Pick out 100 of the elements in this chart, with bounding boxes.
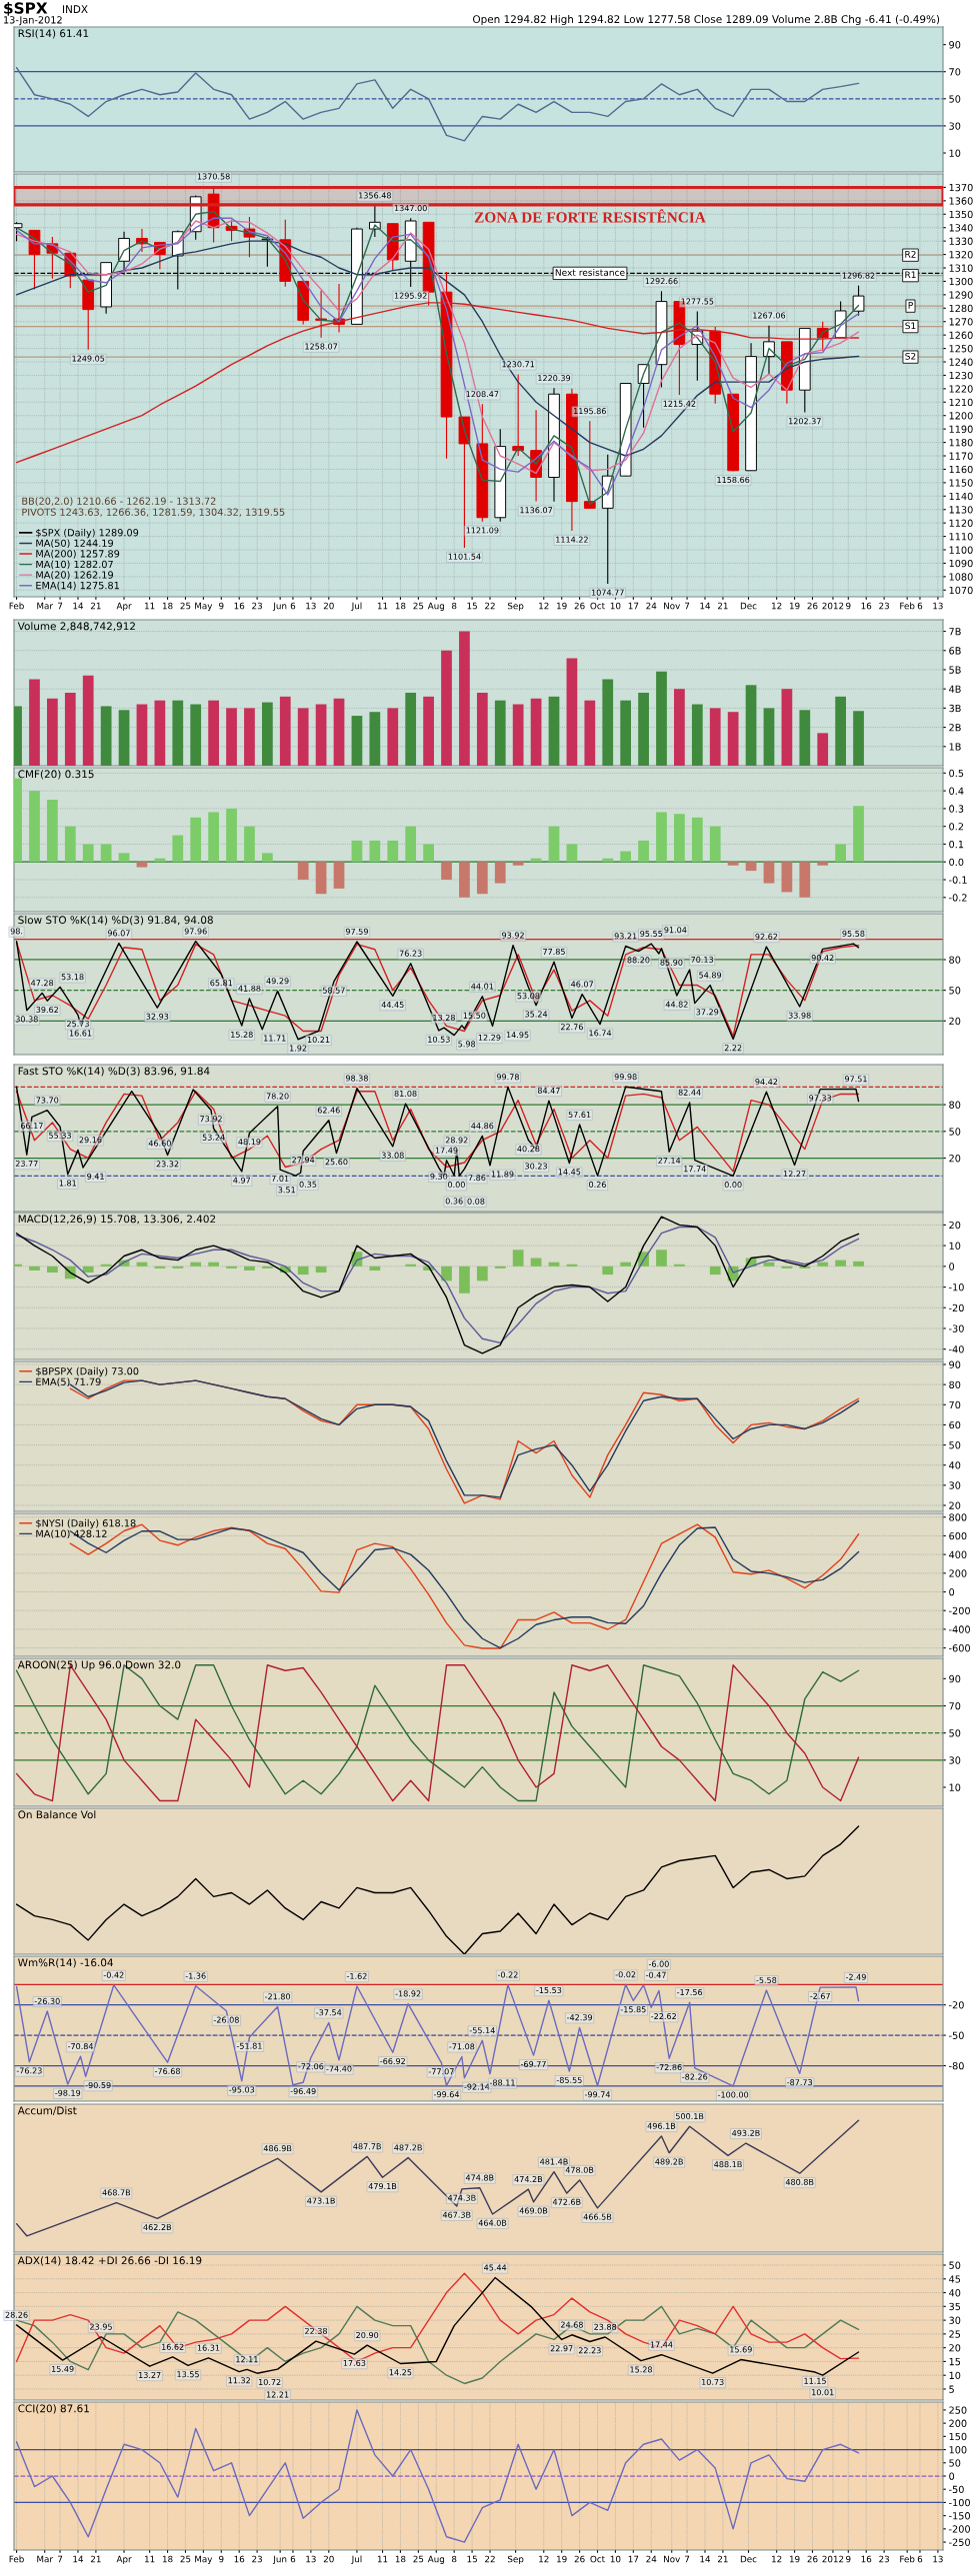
data-label: -22.62 bbox=[651, 2013, 676, 2020]
data-label: 73.70 bbox=[36, 1097, 59, 1104]
x-tick-label: 25 bbox=[180, 602, 191, 610]
data-label: -21.80 bbox=[265, 1993, 291, 2000]
y-tick-label: 30 bbox=[949, 122, 961, 130]
data-label: -88.11 bbox=[489, 2079, 515, 2086]
y-tick-label: 20 bbox=[949, 1501, 961, 1509]
x-tick-label: 13 bbox=[306, 2555, 316, 2563]
annotation: 1202.37 bbox=[789, 418, 821, 425]
data-label: 54.89 bbox=[699, 972, 722, 979]
x-tick-label: 25 bbox=[180, 2555, 191, 2563]
data-label: 464.0B bbox=[478, 2219, 507, 2226]
x-tick-label: Mar bbox=[37, 2555, 53, 2563]
data-label: -70.84 bbox=[67, 2043, 94, 2050]
y-tick-label: 10 bbox=[949, 1242, 961, 1250]
data-label: 17.63 bbox=[343, 2359, 366, 2366]
y-tick-label: 30 bbox=[949, 1756, 961, 1764]
x-tick-label: 21 bbox=[90, 602, 101, 610]
x-tick-label: 6 bbox=[290, 602, 296, 610]
data-label: 487.2B bbox=[394, 2144, 422, 2151]
text: 13-Jan-2012 bbox=[4, 16, 62, 26]
data-label: 93.92 bbox=[502, 932, 524, 939]
y-tick-label: 250 bbox=[949, 2406, 967, 2414]
y-tick-label: 40 bbox=[949, 2289, 961, 2297]
y-tick-label: -250 bbox=[949, 2538, 970, 2546]
x-tick-label: Feb bbox=[900, 602, 915, 610]
x-tick-label: Jul bbox=[351, 602, 362, 611]
data-label: 97.59 bbox=[345, 928, 368, 935]
chart-title: CCI(20) 87.61 bbox=[18, 2404, 89, 2414]
data-label: 13.55 bbox=[177, 2371, 199, 2378]
data-label: 70.13 bbox=[691, 956, 714, 963]
chart-title: Accum/Dist bbox=[17, 2106, 77, 2116]
annotation: 1195.86 bbox=[574, 408, 606, 415]
y-tick-label: -20 bbox=[949, 1303, 964, 1312]
y-tick-label: 1300 bbox=[949, 277, 973, 286]
y-tick-label: 90 bbox=[949, 1674, 961, 1683]
y-tick-label: 0.1 bbox=[949, 840, 964, 849]
x-tick-label: 26 bbox=[574, 602, 585, 610]
data-label: 472.6B bbox=[552, 2198, 581, 2205]
legend-label: $NYSI (Daily) 618.18 bbox=[36, 1518, 136, 1529]
data-label: 84.47 bbox=[537, 1087, 560, 1094]
data-label: 46.07 bbox=[571, 981, 593, 988]
y-tick-label: 1160 bbox=[949, 465, 973, 474]
x-tick-label: 21 bbox=[717, 2555, 728, 2563]
x-tick-label: 26 bbox=[807, 602, 818, 610]
x-tick-label: 19 bbox=[789, 602, 800, 610]
x-tick-label: 7 bbox=[685, 2555, 690, 2563]
annotation: PIVOTS 1243.63, 1266.36, 1281.59, 1304.32, 1319.55 bbox=[22, 508, 285, 517]
ref-line-label: P bbox=[908, 302, 913, 309]
x-tick-label: 15 bbox=[467, 602, 477, 610]
x-tick-label: 25 bbox=[413, 602, 424, 610]
x-tick-label: 13 bbox=[933, 602, 943, 610]
data-label: 95.55 bbox=[640, 930, 663, 937]
data-label: 99.98 bbox=[614, 1074, 637, 1081]
data-label: -100.00 bbox=[717, 2091, 749, 2098]
x-tick-label: 10 bbox=[610, 602, 621, 610]
data-label: 13.28 bbox=[433, 1014, 455, 1022]
data-label: -85.55 bbox=[556, 2076, 582, 2083]
data-label: -55.14 bbox=[469, 2027, 495, 2034]
x-tick-label: 24 bbox=[646, 2555, 657, 2563]
legend-label: MA(10) 428.12 bbox=[36, 1529, 107, 1539]
x-tick-label: 18 bbox=[395, 2555, 406, 2563]
x-tick-label: 17 bbox=[628, 602, 639, 610]
y-tick-label: 800 bbox=[949, 1513, 967, 1521]
data-label: 487.7B bbox=[353, 2143, 381, 2150]
y-tick-label: 90 bbox=[949, 1360, 961, 1368]
x-tick-label: 6 bbox=[290, 2555, 296, 2563]
x-tick-label: 2012 bbox=[822, 602, 844, 610]
data-label: 473.1B bbox=[307, 2197, 335, 2204]
y-tick-label: 50 bbox=[949, 987, 961, 995]
y-tick-label: -30 bbox=[949, 1324, 964, 1332]
x-tick-label: 12 bbox=[539, 602, 549, 610]
data-label: 12.21 bbox=[266, 2391, 289, 2398]
x-tick-label: 17 bbox=[628, 2555, 639, 2563]
data-label: 29.16 bbox=[79, 1137, 102, 1144]
data-label: 496.1B bbox=[647, 2122, 676, 2129]
x-tick-label: 21 bbox=[90, 2555, 101, 2563]
data-label: 489.2B bbox=[655, 2158, 683, 2165]
data-label: 91.04 bbox=[664, 927, 687, 934]
data-label: 73.92 bbox=[200, 1116, 222, 1123]
y-tick-label: 2B bbox=[949, 724, 961, 732]
data-label: -71.08 bbox=[449, 2043, 475, 2050]
data-label: -72.06 bbox=[298, 2063, 324, 2070]
y-tick-label: 60 bbox=[949, 1420, 961, 1429]
x-tick-label: Nov bbox=[664, 2555, 680, 2563]
x-tick-label: 14 bbox=[73, 602, 84, 610]
y-tick-label: 80 bbox=[949, 1380, 961, 1388]
data-label: 14.95 bbox=[506, 1032, 529, 1039]
x-tick-label: 19 bbox=[557, 602, 567, 610]
x-tick-label: Sep bbox=[507, 602, 524, 612]
x-tick-label: Apr bbox=[116, 2555, 132, 2565]
data-label: 37.29 bbox=[696, 1009, 719, 1016]
x-tick-label: 16 bbox=[234, 602, 245, 610]
data-label: 17.74 bbox=[684, 1166, 706, 1173]
data-label: -42.39 bbox=[567, 2014, 593, 2021]
data-label: 97.51 bbox=[844, 1076, 867, 1083]
data-label: 16.61 bbox=[69, 1030, 92, 1037]
data-label: 16.74 bbox=[589, 1030, 612, 1037]
y-tick-label: 50 bbox=[949, 2261, 961, 2269]
data-label: -72.86 bbox=[656, 2063, 682, 2071]
